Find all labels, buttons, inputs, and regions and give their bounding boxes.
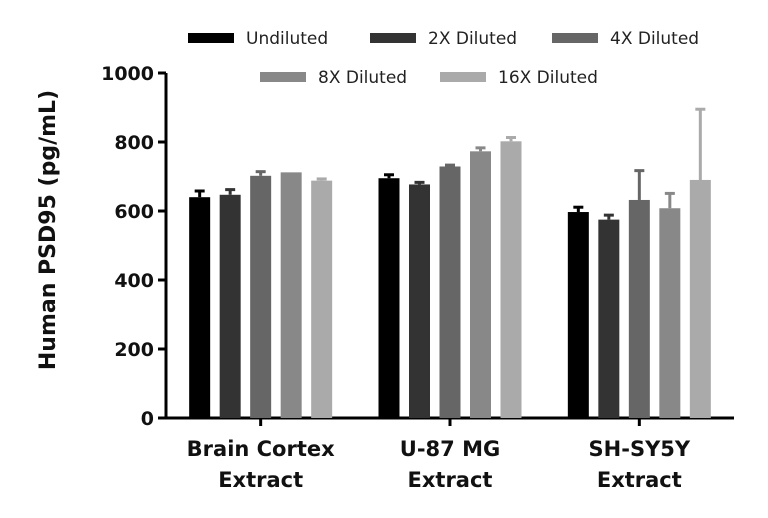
y-axis-title: Human PSD95 (pg/mL) — [36, 90, 61, 370]
legend-swatch — [552, 33, 598, 43]
y-tick-label: 600 — [114, 201, 154, 223]
legend-swatch — [440, 72, 486, 82]
bar — [628, 199, 650, 418]
x-tick-label: U-87 MG Extract — [400, 437, 500, 492]
bar — [280, 172, 302, 418]
bar — [409, 184, 430, 418]
y-axis: 0 200 400 600 800 1000 — [101, 63, 168, 430]
bar — [470, 151, 491, 418]
legend-label: 16X Diluted — [498, 68, 598, 88]
legend-swatch — [370, 33, 416, 43]
x-tick-label-line: Extract — [597, 468, 682, 492]
x-tick-label-line: Brain Cortex — [187, 437, 335, 461]
x-tick-label-line: Extract — [408, 468, 493, 492]
bar — [189, 197, 211, 418]
x-tick-label: Brain Cortex Extract — [187, 437, 335, 492]
bar — [311, 180, 333, 418]
bar — [659, 208, 681, 418]
y-tick-label: 1000 — [101, 63, 154, 85]
bar — [500, 141, 522, 418]
legend-label: 8X Diluted — [318, 68, 407, 88]
bar — [598, 219, 620, 418]
x-tick-label-line: SH-SY5Y — [589, 437, 691, 461]
bar — [567, 212, 589, 418]
bar — [378, 178, 400, 418]
legend-label: 2X Diluted — [428, 29, 517, 49]
legend-swatch — [188, 33, 234, 43]
legend-swatch — [260, 72, 306, 82]
y-tick-label: 0 — [141, 408, 154, 430]
y-tick-label: 400 — [114, 270, 154, 292]
y-tick-label: 200 — [114, 339, 154, 361]
legend-label: 4X Diluted — [610, 29, 699, 49]
legend-label: Undiluted — [246, 29, 328, 49]
x-tick-label-line: Extract — [218, 468, 303, 492]
x-tick-label-line: U-87 MG — [400, 437, 500, 461]
error-bars — [194, 107, 706, 220]
bar — [250, 175, 272, 418]
legend: Undiluted 2X Diluted 4X Diluted 8X Diluted 1… — [188, 29, 699, 88]
bar — [439, 166, 461, 418]
bars — [189, 141, 711, 418]
y-tick-label: 800 — [114, 132, 154, 154]
bar — [689, 179, 711, 418]
bar — [219, 194, 241, 418]
x-tick-label: SH-SY5Y Extract — [589, 437, 691, 492]
